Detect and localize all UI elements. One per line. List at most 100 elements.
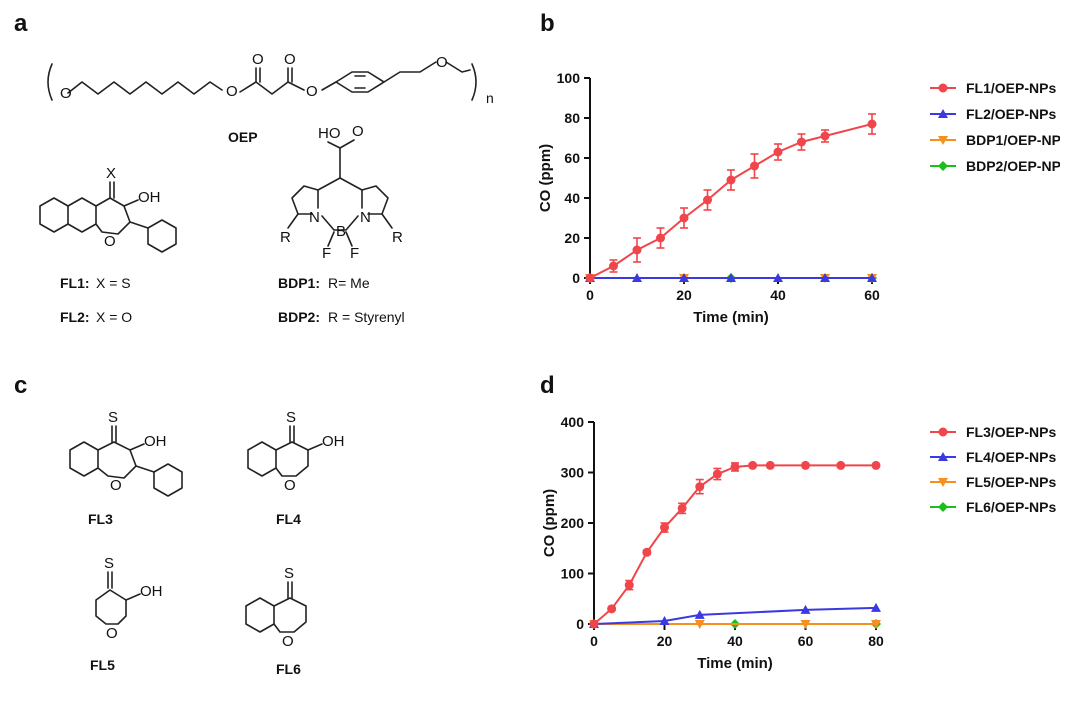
atom-n: N bbox=[309, 209, 320, 226]
panel-label-a: a bbox=[14, 10, 28, 37]
atom-o: O bbox=[284, 477, 296, 494]
data-point bbox=[773, 273, 783, 282]
data-point bbox=[609, 261, 618, 271]
x-axis-label: Time (min) bbox=[693, 309, 769, 326]
chart-b: 0 20 40 60 0 20 40 60 80 100 Time (min) CO (ppm) FL1… bbox=[537, 70, 1060, 326]
data-point bbox=[642, 547, 652, 557]
series-line bbox=[589, 123, 873, 279]
atom-n: N bbox=[360, 209, 371, 226]
x-tick-label: 20 bbox=[657, 633, 673, 649]
data-point bbox=[797, 137, 806, 147]
atom-f: F bbox=[350, 245, 359, 262]
atom-oh: OH bbox=[144, 433, 167, 450]
data-point bbox=[800, 604, 811, 614]
y-tick-label: 0 bbox=[572, 270, 580, 286]
y-tick-label: 100 bbox=[561, 566, 585, 582]
legend-marker bbox=[938, 83, 948, 93]
fl2-desc: X = O bbox=[96, 309, 132, 325]
x-tick-label: 20 bbox=[676, 287, 692, 303]
oep-label: OEP bbox=[228, 129, 258, 145]
atom-o: O bbox=[110, 477, 122, 494]
bdp-structure: HO O N N B F F R R BDP1: R= Me BDP2: R =… bbox=[278, 123, 405, 325]
data-point bbox=[867, 119, 877, 129]
x-tick-label: 80 bbox=[868, 633, 884, 649]
atom-o: O bbox=[106, 625, 118, 642]
legend-marker bbox=[938, 161, 948, 171]
legend-marker bbox=[938, 136, 948, 145]
legend-marker bbox=[938, 452, 948, 461]
atom-f: F bbox=[322, 245, 331, 262]
legend-marker bbox=[938, 109, 948, 118]
atom-o: O bbox=[436, 54, 448, 71]
y-tick-label: 60 bbox=[564, 150, 580, 166]
y-tick-label: 100 bbox=[557, 70, 581, 86]
atom-o: O bbox=[252, 51, 264, 68]
data-point bbox=[867, 273, 877, 282]
chemical-structures: O O O O O O n OEP X OH O FL1: X = S FL2:… bbox=[39, 51, 494, 677]
data-point bbox=[730, 462, 740, 472]
y-axis-label: CO (ppm) bbox=[541, 489, 558, 557]
y-tick-label: 40 bbox=[564, 190, 580, 206]
atom-o: O bbox=[104, 233, 116, 250]
legend-label: FL6/OEP-NPs bbox=[966, 499, 1056, 515]
data-point bbox=[679, 213, 689, 223]
data-point bbox=[703, 195, 712, 205]
atom-r: R bbox=[392, 229, 403, 246]
fl1-desc: X = S bbox=[96, 275, 131, 291]
atom-oh: OH bbox=[138, 189, 161, 206]
atom-s: S bbox=[284, 565, 294, 582]
atom-o: O bbox=[352, 123, 364, 140]
data-point bbox=[820, 131, 830, 141]
atom-o: O bbox=[60, 85, 72, 102]
atom-o: O bbox=[306, 83, 318, 100]
atom-x: X bbox=[106, 165, 116, 182]
data-point bbox=[748, 460, 758, 470]
y-tick-label: 0 bbox=[576, 616, 584, 632]
x-tick-label: 40 bbox=[770, 287, 786, 303]
x-tick-label: 0 bbox=[586, 287, 594, 303]
fl2-name: FL2: bbox=[60, 309, 90, 325]
y-tick-label: 80 bbox=[564, 110, 580, 126]
data-point bbox=[820, 273, 830, 282]
data-point bbox=[871, 460, 881, 470]
data-point bbox=[659, 615, 670, 625]
x-tick-label: 40 bbox=[727, 633, 743, 649]
fl6-structure: S O FL6 bbox=[245, 565, 307, 677]
data-point bbox=[765, 460, 775, 470]
bdp2-desc: R = Styrenyl bbox=[328, 309, 405, 325]
fl1-name: FL1: bbox=[60, 275, 90, 291]
data-point bbox=[712, 469, 722, 479]
fl5-structure: S OH O FL5 bbox=[90, 555, 163, 673]
data-point bbox=[801, 460, 810, 470]
legend-marker bbox=[938, 478, 948, 487]
data-point bbox=[836, 460, 846, 470]
x-tick-label: 0 bbox=[590, 633, 598, 649]
x-tick-label: 60 bbox=[798, 633, 814, 649]
fl4-structure: S OH O FL4 bbox=[247, 409, 345, 527]
bdp1-name: BDP1: bbox=[278, 275, 320, 291]
oep-structure: O O O O O O n OEP bbox=[47, 51, 494, 145]
x-tick-label: 60 bbox=[864, 287, 880, 303]
data-point bbox=[677, 503, 687, 513]
y-tick-label: 20 bbox=[564, 230, 580, 246]
atom-b: B bbox=[336, 223, 346, 240]
atom-s: S bbox=[104, 555, 114, 572]
legend-marker bbox=[938, 427, 948, 437]
data-point bbox=[607, 604, 617, 614]
legend-label: BDP2/OEP-NPs bbox=[966, 158, 1060, 174]
legend-label: FL2/OEP-NPs bbox=[966, 106, 1056, 122]
fl1-fl2-structure: X OH O FL1: X = S FL2: X = O bbox=[39, 165, 177, 325]
atom-o: O bbox=[226, 83, 238, 100]
atom-o: O bbox=[284, 51, 296, 68]
atom-s: S bbox=[286, 409, 296, 426]
atom-oh: OH bbox=[140, 583, 163, 600]
y-tick-label: 200 bbox=[561, 515, 585, 531]
data-point bbox=[589, 619, 599, 629]
panel-label-c: c bbox=[14, 372, 28, 399]
data-point bbox=[871, 602, 881, 612]
atom-oh: OH bbox=[322, 433, 345, 450]
data-point bbox=[695, 482, 705, 492]
atom-ho: HO bbox=[318, 125, 341, 142]
series-line bbox=[593, 464, 876, 625]
data-point bbox=[632, 273, 642, 282]
